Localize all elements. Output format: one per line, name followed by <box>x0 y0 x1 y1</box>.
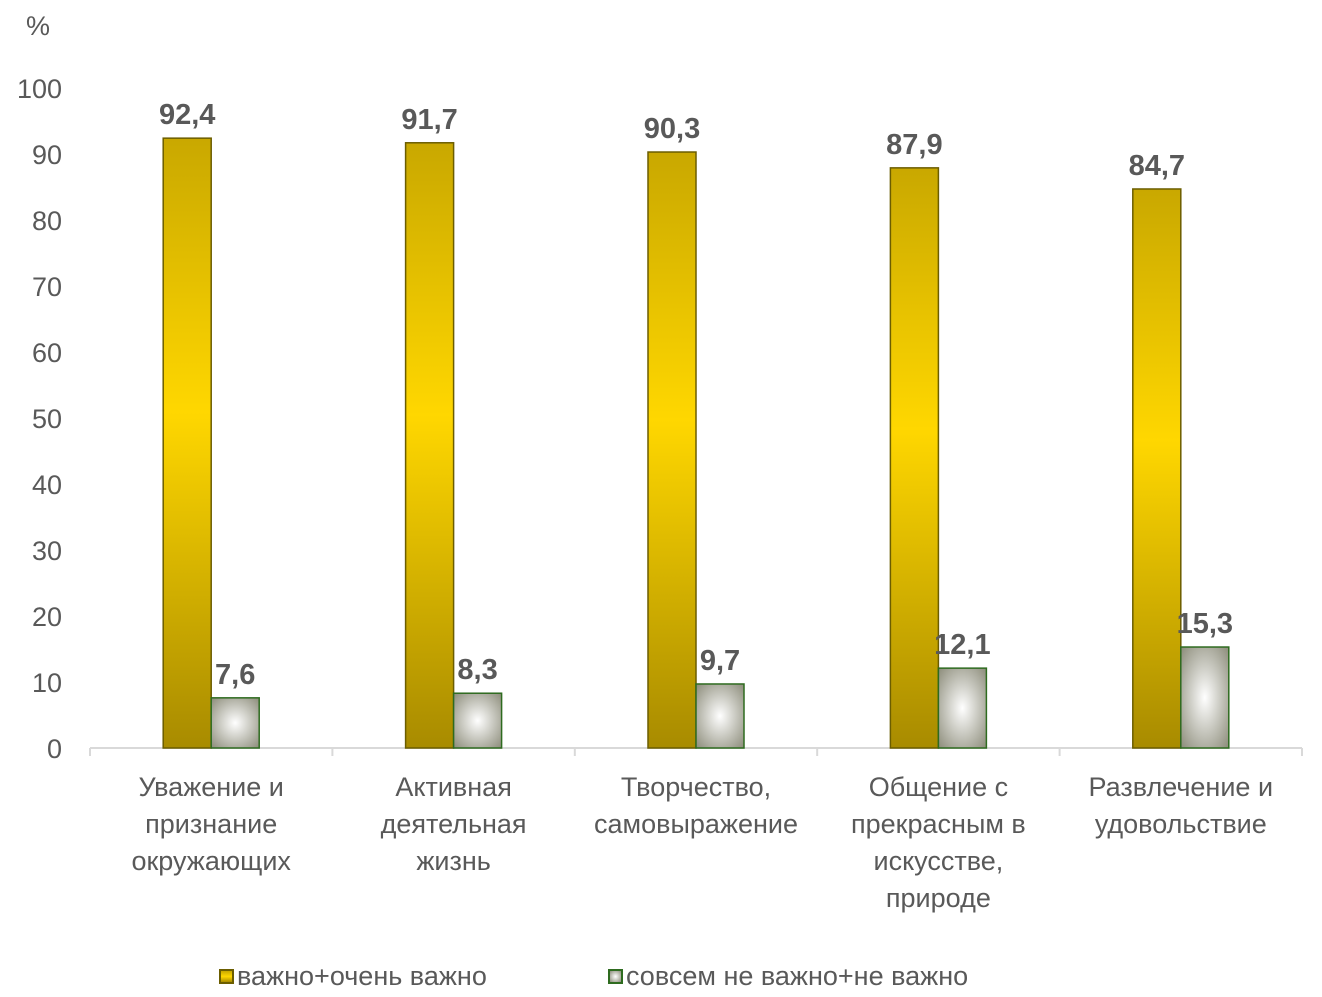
data-label-important: 91,7 <box>401 104 457 136</box>
bar-not-important <box>210 697 260 749</box>
data-label-not-important: 7,6 <box>215 659 255 691</box>
legend-swatch-important <box>219 969 234 984</box>
y-axis-label: % <box>26 11 50 41</box>
bar-important <box>404 142 455 749</box>
y-tick-label: 30 <box>32 536 62 566</box>
legend-swatch-not-important <box>608 969 623 984</box>
data-label-not-important: 12,1 <box>934 629 990 661</box>
data-label-important: 84,7 <box>1129 150 1185 182</box>
legend-label-not-important: совсем не важно+не важно <box>626 961 969 991</box>
y-tick-label: 90 <box>32 140 62 170</box>
data-label-important: 90,3 <box>644 113 700 145</box>
data-label-not-important: 15,3 <box>1177 608 1233 640</box>
data-label-important: 92,4 <box>159 99 215 131</box>
bar-important <box>889 167 940 749</box>
bar-chart: % 0 10 20 30 40 50 60 70 80 90 100 92,4 7,6 91,7 8,3 9… <box>17 11 1303 913</box>
data-label-not-important: 8,3 <box>457 654 497 686</box>
legend-label-important: важно+очень важно <box>237 961 487 991</box>
bar-not-important <box>1180 646 1230 749</box>
y-tick-label: 20 <box>32 602 62 632</box>
legend: важно+очень важно совсем не важно+не важ… <box>0 955 1322 995</box>
x-category-label: Уважение и признание окружающих <box>131 772 291 876</box>
bar-important <box>647 151 697 749</box>
legend-item-important: важно+очень важно <box>219 961 487 992</box>
y-tick-label: 80 <box>32 206 62 236</box>
y-tick-label: 100 <box>17 74 62 104</box>
y-tick-label: 60 <box>32 338 62 368</box>
x-category-label: Развлечение и удовольствие <box>1089 772 1273 839</box>
bar-important <box>162 137 212 749</box>
y-tick-label: 0 <box>47 734 62 764</box>
bar-not-important <box>452 692 503 749</box>
legend-item-not-important: совсем не важно+не важно <box>608 961 968 992</box>
data-label-not-important: 9,7 <box>700 645 740 677</box>
x-category-label: Активная деятельная жизнь <box>381 772 527 876</box>
bar-important <box>1132 188 1182 749</box>
y-tick-label: 10 <box>32 668 62 698</box>
bar-not-important <box>695 683 745 749</box>
y-tick-label: 40 <box>32 470 62 500</box>
x-category-label: Общение с прекрасным в искусстве, природе <box>851 772 1026 913</box>
y-tick-label: 70 <box>32 272 62 302</box>
bar-not-important <box>937 667 988 749</box>
x-category-label: Творчество, самовыражение <box>594 772 798 839</box>
data-label-important: 87,9 <box>886 129 942 161</box>
y-tick-label: 50 <box>32 404 62 434</box>
